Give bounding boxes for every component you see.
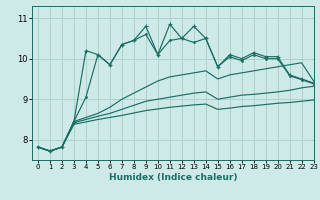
X-axis label: Humidex (Indice chaleur): Humidex (Indice chaleur) (108, 173, 237, 182)
